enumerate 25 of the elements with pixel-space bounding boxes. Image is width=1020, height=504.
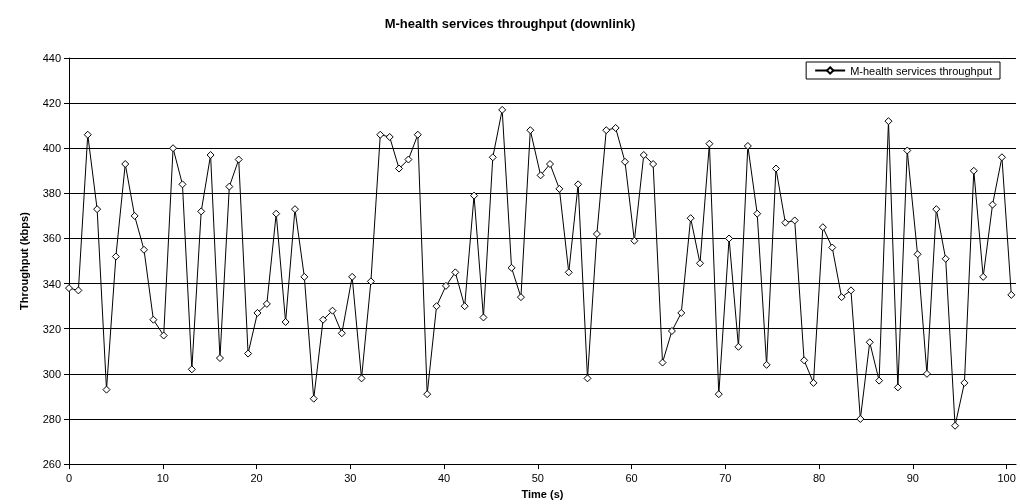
x-axis-title: Time (s) xyxy=(521,487,564,500)
x-tick-label: 20 xyxy=(250,471,263,484)
x-tick-label: 0 xyxy=(65,471,73,484)
y-axis-title: Throughput (kbps) xyxy=(17,211,30,310)
x-tick-label: 50 xyxy=(531,471,544,484)
x-tick-label: 100 xyxy=(997,471,1016,484)
y-tick-label: 280 xyxy=(42,412,61,425)
chart-title: M-health services throughput (downlink) xyxy=(384,16,636,31)
x-tick-label: 80 xyxy=(812,471,826,484)
y-tick-label: 340 xyxy=(42,277,61,290)
legend-label: M-health services throughput xyxy=(850,64,993,77)
y-tick-label: 300 xyxy=(42,367,61,380)
x-tick-label: 90 xyxy=(906,471,919,484)
y-tick-label: 420 xyxy=(42,97,61,110)
y-tick-label: 400 xyxy=(42,142,61,155)
y-tick-label: 360 xyxy=(42,232,61,245)
y-tick-label: 380 xyxy=(42,187,61,200)
y-tick-label: 440 xyxy=(42,52,61,64)
x-tick-label: 70 xyxy=(719,471,732,484)
y-tick-label: 320 xyxy=(42,322,61,335)
x-tick-label: 10 xyxy=(156,471,169,484)
x-tick-label: 60 xyxy=(625,471,638,484)
x-tick-label: 30 xyxy=(344,471,357,484)
y-tick-label: 260 xyxy=(42,458,61,471)
x-tick-label: 40 xyxy=(437,471,451,484)
